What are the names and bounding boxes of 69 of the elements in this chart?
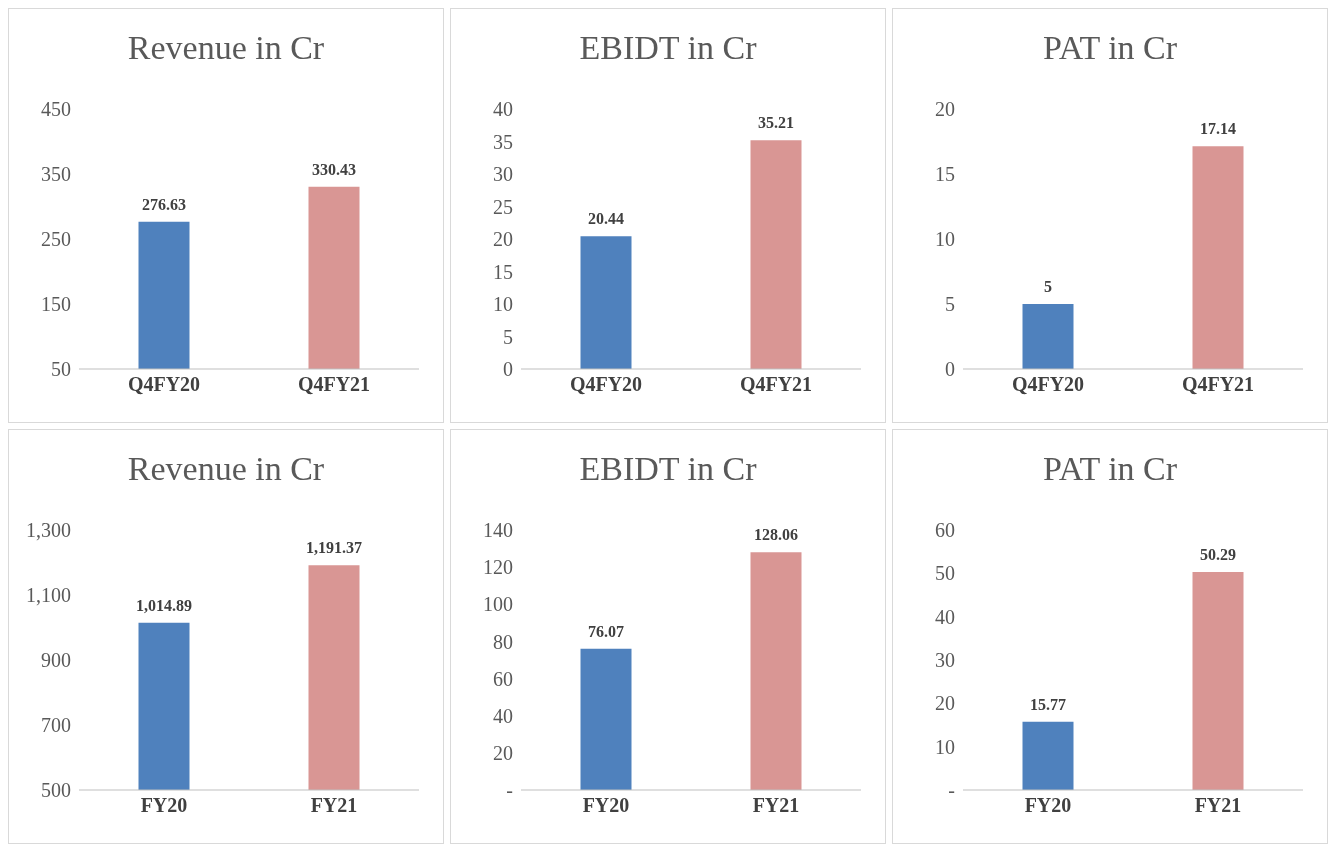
y-tick-label: 40: [935, 605, 955, 628]
y-tick-label: 60: [935, 519, 955, 542]
data-label: 276.63: [142, 195, 186, 213]
chart-title: EBIDT in Cr: [578, 28, 758, 68]
chart-title: EBIDT in Cr: [578, 449, 758, 489]
y-tick-label: 700: [41, 714, 71, 737]
data-label: 1,191.37: [306, 539, 362, 557]
y-tick-label: 10: [935, 228, 955, 251]
y-tick-label: 10: [493, 293, 513, 316]
x-tick-label: Q4FY20: [127, 373, 201, 396]
y-tick-label: 30: [493, 163, 513, 186]
data-label: 128.06: [754, 526, 798, 544]
y-tick-label: -: [506, 779, 513, 802]
chart-title: PAT in Cr: [1041, 449, 1179, 489]
x-tick-label: Q4FY21: [1181, 373, 1255, 396]
y-tick-label: 20: [935, 692, 955, 715]
y-tick-label: 25: [493, 195, 513, 218]
x-tick-label: Q4FY21: [297, 373, 371, 396]
y-tick-label: 35: [493, 130, 513, 153]
y-tick-label: 350: [41, 163, 71, 186]
y-tick-label: 100: [483, 593, 513, 616]
y-tick-label: 40: [493, 98, 513, 121]
data-label: 15.77: [1030, 695, 1066, 713]
x-tick-label: FY21: [752, 794, 800, 817]
x-tick-label: FY21: [1194, 794, 1242, 817]
y-tick-label: -: [948, 779, 955, 802]
data-label: 330.43: [312, 160, 356, 178]
y-tick-label: 120: [483, 556, 513, 579]
x-tick-label: FY20: [140, 794, 188, 817]
y-tick-label: 5: [945, 293, 955, 316]
y-tick-label: 150: [41, 293, 71, 316]
x-tick-label: Q4FY20: [569, 373, 643, 396]
x-tick-label: FY20: [582, 794, 630, 817]
y-tick-label: 900: [41, 649, 71, 672]
y-tick-label: 30: [935, 649, 955, 672]
x-tick-label: FY20: [1024, 794, 1072, 817]
x-tick-label: Q4FY20: [1011, 373, 1085, 396]
y-tick-label: 40: [493, 704, 513, 727]
data-label: 1,014.89: [136, 596, 192, 614]
y-tick-label: 20: [935, 98, 955, 121]
y-tick-label: 250: [41, 228, 71, 251]
y-tick-label: 0: [503, 358, 513, 381]
y-tick-label: 5: [503, 325, 513, 348]
y-tick-label: 20: [493, 228, 513, 251]
x-tick-label: Q4FY21: [739, 373, 813, 396]
x-tick-label: FY21: [310, 794, 358, 817]
y-tick-label: 500: [41, 779, 71, 802]
y-tick-label: 140: [483, 519, 513, 542]
y-tick-label: 0: [945, 358, 955, 381]
chart-title: Revenue in Cr: [126, 449, 326, 489]
data-label: 35.21: [758, 114, 794, 132]
y-tick-label: 15: [493, 260, 513, 283]
data-label: 20.44: [588, 210, 624, 228]
y-tick-label: 60: [493, 667, 513, 690]
y-tick-label: 1,300: [26, 519, 71, 542]
y-tick-label: 10: [935, 735, 955, 758]
y-tick-label: 1,100: [26, 584, 71, 607]
y-tick-label: 450: [41, 98, 71, 121]
y-tick-label: 50: [51, 358, 71, 381]
data-label: 17.14: [1200, 120, 1236, 138]
chart-title: Revenue in Cr: [126, 28, 326, 68]
data-label: 5: [1044, 278, 1052, 295]
chart-title: PAT in Cr: [1041, 28, 1179, 68]
data-label: 50.29: [1200, 546, 1236, 564]
y-tick-label: 50: [935, 562, 955, 585]
data-label: 76.07: [588, 622, 624, 640]
y-tick-label: 80: [493, 630, 513, 653]
y-tick-label: 15: [935, 163, 955, 186]
y-tick-label: 20: [493, 741, 513, 764]
